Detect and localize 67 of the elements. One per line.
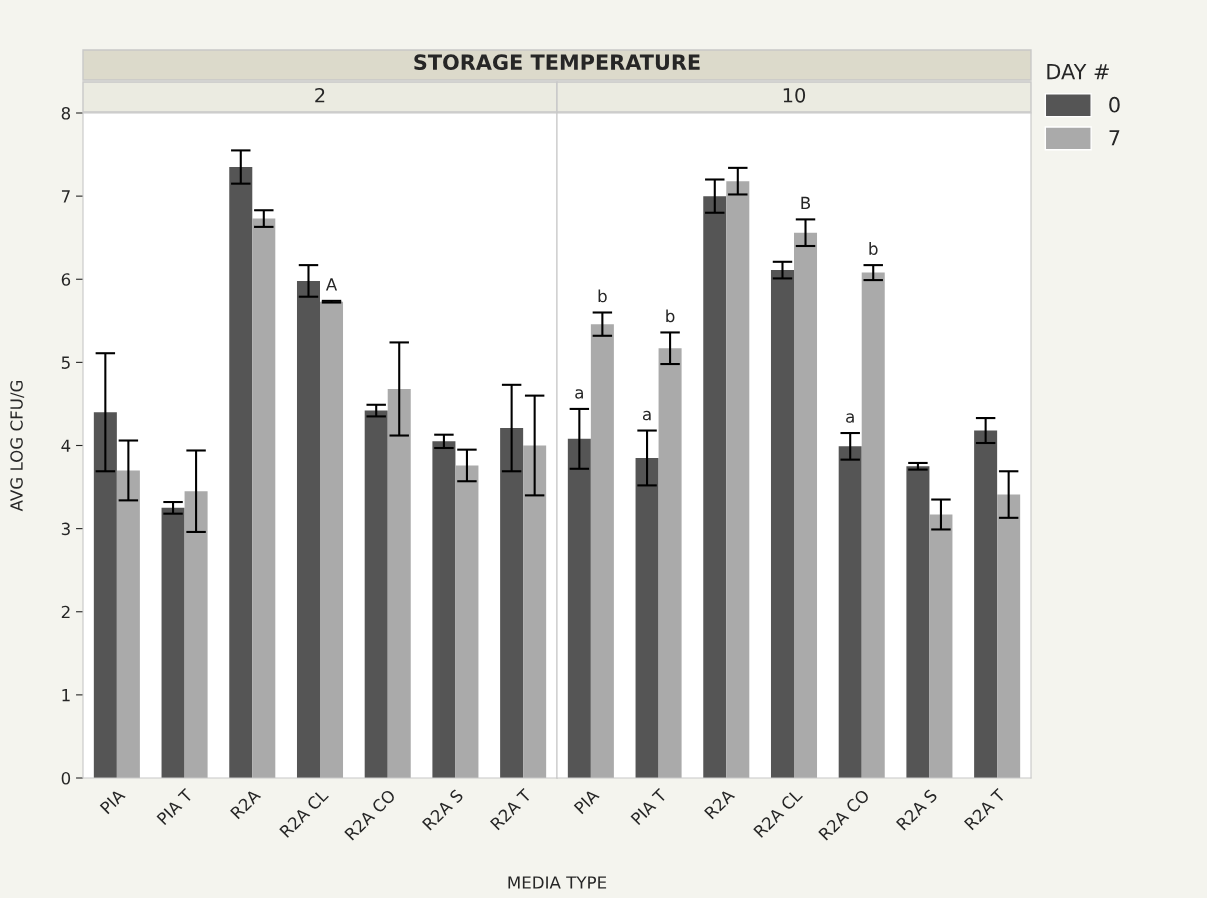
y-tick-label: 2: [61, 605, 70, 619]
bar: [116, 470, 140, 778]
y-tick-label: 1: [62, 689, 70, 702]
x-tick-label: R2A S: [895, 788, 938, 831]
bar: [635, 457, 659, 778]
bar: [523, 445, 547, 778]
annotation: a: [575, 389, 583, 399]
bar: [906, 466, 930, 778]
bar: [229, 167, 253, 778]
bar: [861, 272, 885, 778]
bar: [590, 324, 614, 778]
bar: [974, 430, 998, 778]
bar: [794, 232, 818, 778]
bar: [320, 301, 344, 778]
annotation: b: [666, 309, 675, 323]
x-tick-label: R2A T: [963, 787, 1007, 831]
bar: [838, 446, 862, 778]
x-tick-label: PIA T: [156, 788, 194, 826]
x-tick-label: R2A CL: [753, 787, 804, 838]
annotation: B: [801, 196, 811, 209]
y-tick-label: 7: [61, 190, 70, 203]
bar: [432, 441, 456, 778]
annotation: A: [325, 278, 338, 291]
y-tick-label: 4: [61, 439, 71, 452]
y-axis-title: AVG LOG CFU/G: [10, 380, 25, 512]
x-tick-label: PIA: [573, 788, 600, 815]
bar: [500, 428, 524, 778]
x-tick-label: PIA T: [630, 788, 668, 826]
x-tick-label: R2A S: [421, 788, 464, 831]
x-tick-label: R2A: [229, 788, 262, 820]
bar: [770, 270, 794, 778]
y-tick-label: 0: [61, 771, 71, 785]
annotation: b: [598, 289, 607, 303]
bar: [93, 412, 117, 778]
x-tick-label: R2A CO: [818, 788, 871, 841]
bar: [161, 507, 185, 778]
bar: [997, 494, 1021, 778]
legend-label: 7: [1109, 130, 1120, 146]
bar: [184, 491, 208, 778]
bar: [703, 196, 727, 778]
x-tick-label: R2A CL: [279, 787, 330, 838]
bar: [296, 280, 320, 778]
y-tick-label: 3: [61, 522, 70, 536]
bar: [387, 388, 411, 778]
annotation: b: [869, 242, 878, 255]
x-tick-label: R2A CO: [344, 788, 397, 841]
chart-title: STORAGE TEMPERATURE: [414, 54, 700, 71]
bar: [567, 438, 591, 778]
chart-subtitle: 2: [315, 87, 325, 103]
bar: [726, 181, 750, 778]
y-tick-label: 8: [61, 106, 71, 120]
chart-subtitle: 10: [783, 87, 806, 103]
bar: [929, 514, 953, 778]
legend-label: 0: [1109, 96, 1120, 113]
x-tick-label: R2A T: [489, 787, 533, 831]
legend-title: DAY #: [1047, 63, 1109, 80]
annotation: a: [846, 413, 854, 423]
y-tick-label: 6: [61, 273, 71, 286]
bar: [658, 348, 682, 778]
annotation: a: [642, 410, 651, 421]
bar: [455, 465, 479, 778]
bar: [364, 410, 388, 778]
y-tick-label: 5: [61, 356, 70, 369]
x-axis-title: MEDIA TYPE: [508, 876, 607, 889]
x-tick-label: R2A: [703, 788, 736, 820]
x-tick-label: PIA: [99, 788, 126, 815]
bar: [252, 218, 276, 778]
